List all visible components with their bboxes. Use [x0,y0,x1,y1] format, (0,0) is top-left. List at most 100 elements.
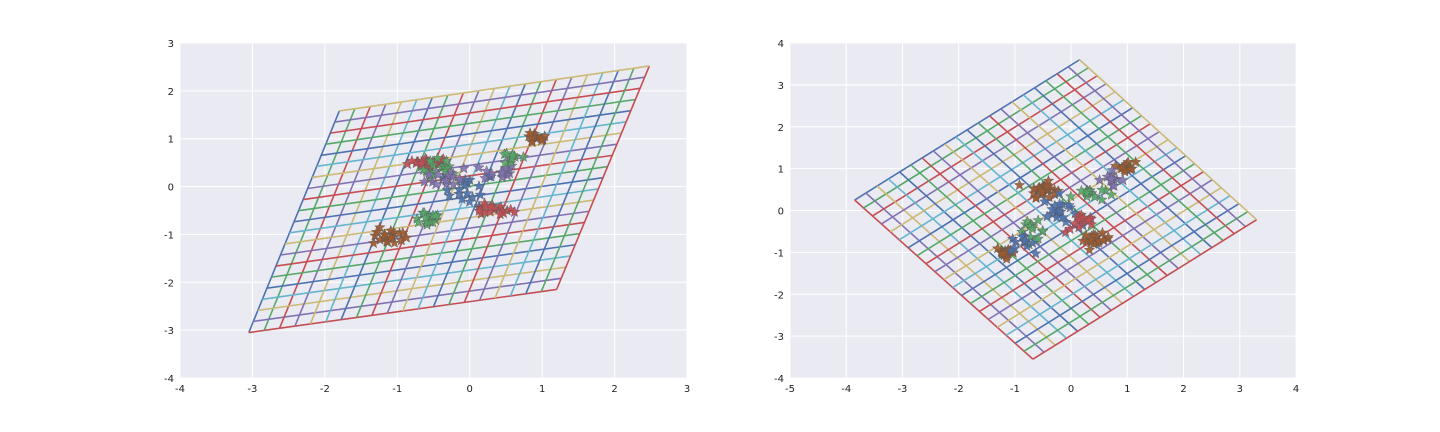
star-point [1096,183,1108,195]
mesh-line-v [307,143,618,190]
star-point [466,191,479,203]
star-point [500,147,513,159]
star-point [1005,244,1018,256]
mesh-line-u [555,65,651,290]
mesh-line-v [321,109,631,157]
y-tick-label: 1 [168,135,174,146]
x-tick-label: -2 [954,384,964,395]
star-point [1117,174,1129,186]
x-tick-label: -4 [841,384,851,395]
star-point [1105,172,1118,184]
y-tick-label: -2 [774,290,784,301]
star-point [1075,184,1088,196]
star-point [508,206,521,218]
star-point [1093,174,1106,186]
y-tick-label: -3 [164,326,174,337]
x-tick-label: -5 [785,384,795,395]
star-point [507,149,519,161]
x-tick-label: -2 [320,384,330,395]
star-point [1032,232,1044,244]
star-point [1038,195,1051,207]
star-point [1069,217,1081,229]
x-tick-label: 2 [1180,384,1186,395]
y-tick-label: 3 [778,81,784,92]
x-tick-label: 0 [1068,384,1074,395]
star-point [1036,224,1049,236]
star-point [991,242,1004,254]
star-point [1000,252,1013,264]
star-point [415,157,428,169]
star-point [494,208,506,220]
star-point [1063,199,1075,211]
x-tick-label: 3 [684,384,690,395]
mesh-line-v [312,132,622,179]
star-point [1026,222,1039,234]
star-point [484,205,497,217]
mesh-line-v [1067,66,1246,228]
x-tick-label: 0 [467,384,473,395]
star-point [1021,215,1034,227]
star-point [430,178,442,190]
star-point [1083,243,1096,255]
star-point [458,179,471,191]
star-point [1064,222,1076,234]
left-panel: -4 -3 -2 -1 0 1 2 3 -4 -3 -2 -1 0 1 2 3 [164,39,690,395]
star-point [370,226,383,238]
star-point [417,164,430,176]
mesh-line-u [478,76,573,301]
mesh-line-u [448,81,542,305]
x-tick-label: -4 [175,384,185,395]
mesh-line-v [316,121,627,168]
mesh-line-u [996,187,1222,329]
star-point [1056,211,1069,223]
star-point [463,195,476,207]
x-tick-label: 4 [1293,384,1299,395]
star-point [1129,156,1142,168]
star-point [1028,182,1040,194]
star-point [1077,211,1090,223]
star-point [499,162,512,174]
star-point [474,188,487,200]
star-point [440,174,453,186]
star-point [374,233,386,245]
mesh-line-u [540,67,635,292]
star-point [1065,190,1077,202]
star-point [379,228,391,240]
star-point [423,168,435,180]
star-point [1096,193,1108,205]
mesh-line-u [1023,211,1249,352]
star-point [454,172,466,184]
mesh-line-v [1056,73,1235,235]
star-point [396,226,409,238]
mesh-line-v [298,165,608,212]
star-point [430,209,442,221]
star-point [1119,165,1131,177]
x-tick-label: 1 [1124,384,1130,395]
star-point [526,136,538,148]
star-point [406,154,418,166]
x-tick-label: -3 [247,384,257,395]
mesh-line-u [987,179,1213,321]
plot-area [180,43,687,378]
mesh-line-v [325,98,636,145]
star-point [1013,179,1026,191]
star-point [440,154,453,166]
star-point [1080,229,1092,241]
star-point [431,152,444,164]
star-point [1019,234,1031,246]
star-point [1030,192,1042,204]
y-tick-label: 3 [168,39,174,50]
star-point [1105,188,1118,200]
star-point [535,134,548,146]
star-point [456,193,468,205]
y-tick-label: 2 [168,87,174,98]
star-point [418,175,431,187]
x-tick-label: 1 [539,384,545,395]
y-tick-label: 2 [778,123,784,134]
y-tick-label: 4 [778,39,784,50]
mesh-line-u [463,79,558,303]
mesh-line-v [293,176,604,223]
y-tick-label: -4 [774,374,784,385]
